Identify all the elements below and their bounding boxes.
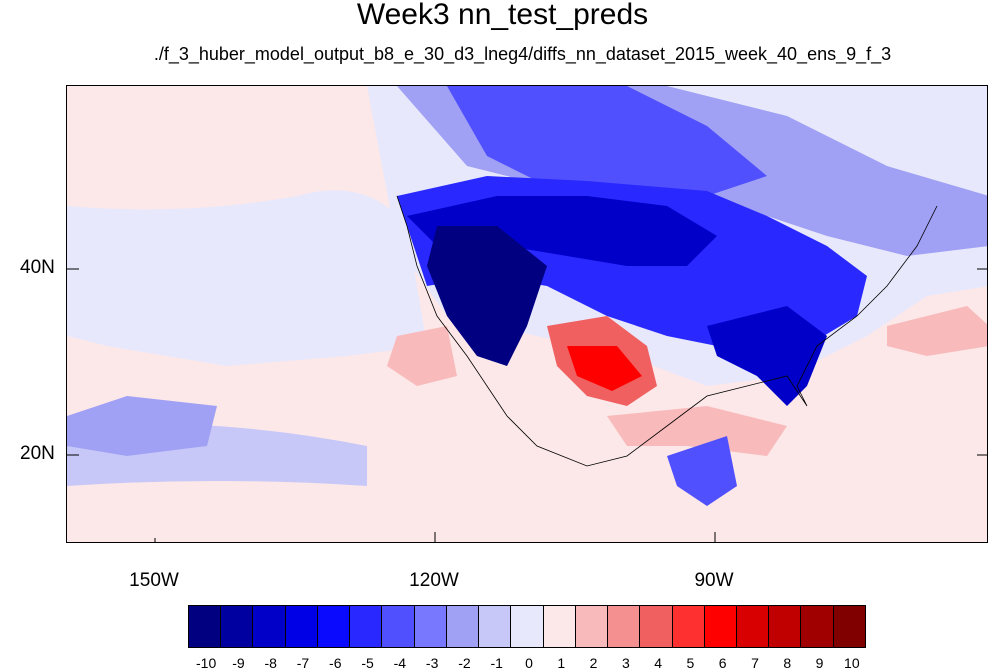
plot-subtitle: ./f_3_huber_model_output_b8_e_30_d3_lneg…	[153, 44, 892, 64]
map-plot	[66, 85, 988, 543]
axis-ticks	[67, 268, 987, 542]
colorbar-swatch	[350, 606, 383, 647]
field-region-texas-hot	[567, 346, 642, 391]
colorbar-swatch	[704, 606, 737, 647]
field-region-light-blue-pacific	[67, 190, 427, 366]
colorbar-swatch	[833, 606, 865, 647]
latitude-label-40n: 40N	[20, 257, 55, 278]
field-region-atlantic-warm	[887, 306, 987, 356]
colorbar-swatch	[317, 606, 351, 647]
colorbar-swatch	[543, 606, 576, 647]
colorbar-swatch	[479, 606, 512, 647]
colorbar-tick-label: 2	[589, 655, 598, 671]
colorbar-swatch	[382, 606, 415, 647]
colorbar-swatch	[640, 606, 673, 647]
colorbar-swatch	[736, 606, 770, 647]
colorbar-tick-label: 10	[844, 655, 860, 671]
colorbar	[188, 605, 866, 648]
colorbar-swatch	[511, 606, 544, 647]
field-region-hawaii-band	[67, 396, 217, 456]
colorbar-tick-label: 9	[815, 655, 824, 671]
coastline	[396, 195, 938, 467]
field-region-central-america	[667, 436, 737, 506]
field-region-gulf-warm	[607, 406, 787, 456]
colorbar-swatch	[575, 606, 609, 647]
colorbar-tick-label: -4	[393, 655, 407, 671]
colorbar-swatch	[672, 606, 705, 647]
colorbar-swatch	[769, 606, 802, 647]
latitude-label-20n: 20N	[20, 443, 55, 464]
field-region-southwest-dark	[427, 226, 547, 366]
colorbar-tick-label: 1	[557, 655, 566, 671]
colorbar-swatch	[253, 606, 286, 647]
colorbar-swatch	[285, 606, 318, 647]
colorbar-tick-label: -6	[329, 655, 342, 671]
colorbar-tick-label: -7	[296, 655, 310, 671]
map-field	[67, 86, 987, 542]
colorbar-swatch	[189, 606, 222, 647]
colorbar-swatch	[801, 606, 834, 647]
field-region-pacific-warm	[387, 326, 457, 386]
colorbar-tick-label: 4	[654, 655, 663, 671]
colorbar-swatch	[446, 606, 480, 647]
colorbar-tick-label: -8	[264, 655, 277, 671]
colorbar-tick-label: -10	[196, 655, 217, 671]
colorbar-tick-label: -2	[458, 655, 471, 671]
colorbar-tick-label: 6	[718, 655, 727, 671]
longitude-label-120w: 120W	[409, 570, 459, 591]
colorbar-tick-label: 5	[686, 655, 695, 671]
colorbar-tick-label: -9	[232, 655, 245, 671]
colorbar-swatch	[414, 606, 447, 647]
colorbar-tick-label: 3	[621, 655, 630, 671]
colorbar-tick-label: -3	[425, 655, 439, 671]
colorbar-swatch	[221, 606, 254, 647]
colorbar-tick-label: 8	[783, 655, 792, 671]
colorbar-tick-label: 7	[751, 655, 759, 671]
colorbar-tick-label: 0	[525, 655, 533, 671]
colorbar-tick-label: -5	[361, 655, 374, 671]
field-region-canada-strong	[447, 86, 767, 196]
plot-title: Week3 nn_test_preds	[356, 0, 649, 31]
field-region-southeast	[707, 306, 827, 406]
longitude-label-90w: 90W	[694, 570, 734, 591]
colorbar-swatch	[608, 606, 641, 647]
longitude-label-150w: 150W	[129, 570, 179, 591]
colorbar-tick-label: -1	[490, 655, 503, 671]
